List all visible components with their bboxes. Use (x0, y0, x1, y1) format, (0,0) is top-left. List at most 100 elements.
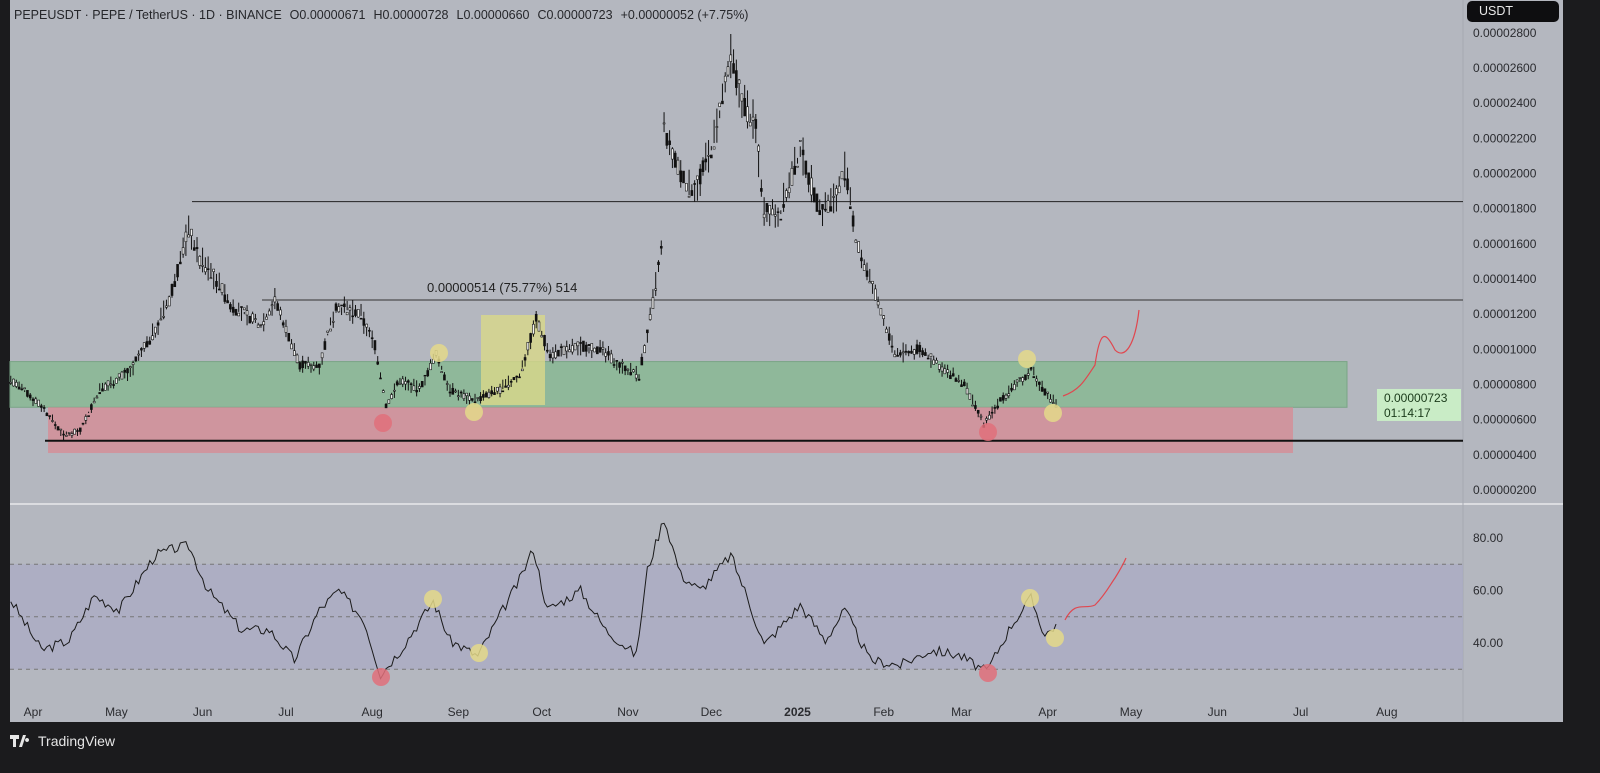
candle-body (323, 341, 327, 350)
candle-body (787, 187, 791, 194)
candle-body (612, 364, 616, 366)
price-tick-label: 0.00001800 (1473, 202, 1537, 216)
candle-body (751, 116, 755, 121)
rsi-projection-curve (1064, 557, 1127, 621)
candle-body (601, 346, 605, 350)
candle-body (254, 318, 257, 320)
candle-body (887, 333, 891, 341)
candle-body (632, 369, 635, 373)
candle-body (301, 360, 304, 369)
candle-body (65, 435, 68, 437)
candle-body (1018, 377, 1022, 379)
candle-body (865, 270, 869, 277)
price-tick-label: 0.00001200 (1473, 307, 1537, 321)
candle-body (381, 390, 385, 393)
candle-body (679, 170, 683, 183)
candle-body (501, 390, 505, 393)
yellow-marker (430, 344, 448, 362)
candle-body (826, 200, 830, 213)
candle-body (609, 353, 613, 364)
candle-body (876, 301, 880, 306)
candle-body (754, 119, 758, 129)
candle-body (376, 361, 380, 365)
candle-body (148, 340, 152, 345)
candle-body (509, 380, 513, 383)
candle-body (571, 345, 574, 353)
candle-body (270, 304, 274, 307)
candle-body (140, 348, 143, 351)
candle-body (409, 383, 413, 385)
candle-body (103, 383, 107, 391)
candle-body (309, 363, 313, 366)
candle-body (245, 310, 249, 316)
candle-body (965, 388, 969, 395)
candle-body (857, 241, 860, 253)
time-tick-label: Sep (448, 705, 470, 719)
candle-body (815, 193, 819, 212)
candle-body (81, 422, 85, 425)
candle-body (53, 424, 57, 426)
candle-body (120, 371, 124, 380)
candle-body (281, 322, 285, 326)
candle-body (932, 359, 936, 365)
brand-name: TradingView (38, 733, 116, 749)
rsi-tick-label: 40.00 (1473, 636, 1503, 650)
candle-body (326, 330, 329, 333)
price-tick-label: 0.00002800 (1473, 26, 1537, 40)
candle-body (443, 374, 446, 381)
candle-body (843, 178, 847, 181)
candle-body (217, 288, 221, 291)
candle-body (704, 158, 708, 163)
candle-body (851, 215, 855, 227)
candle-body (137, 353, 140, 356)
candle-body (276, 303, 279, 311)
candle-body (223, 294, 227, 302)
rsi-line (10, 522, 1057, 680)
candle-body (384, 403, 388, 409)
candle-body (295, 354, 299, 364)
candle-body (643, 345, 646, 354)
candle-body (470, 398, 474, 401)
candle-body (293, 350, 296, 356)
tradingview-logo[interactable]: TradingView (10, 733, 115, 749)
low-value: L0.00000660 (456, 8, 530, 22)
candle-body (179, 261, 182, 265)
candle-body (78, 427, 82, 432)
currency-button[interactable]: USDT (1467, 1, 1559, 22)
candle-body (165, 305, 168, 308)
candle-body (173, 281, 177, 288)
right-frame (1563, 0, 1600, 773)
candle-body (993, 407, 997, 409)
candle-body (279, 309, 282, 316)
candle-body (640, 356, 644, 366)
candle-body (240, 306, 243, 308)
candle-body (31, 398, 35, 401)
candle-body (159, 318, 163, 321)
candle-body (901, 351, 905, 354)
candle-body (801, 149, 805, 156)
candle-body (676, 159, 680, 175)
candle-body (615, 360, 619, 362)
candle-body (401, 378, 405, 385)
candle-body (195, 247, 199, 250)
candle-body (593, 347, 596, 353)
price-tick-label: 0.00002000 (1473, 166, 1537, 180)
candle-body (359, 317, 363, 320)
candle-body (985, 418, 988, 421)
candle-body (334, 303, 338, 311)
candle-body (362, 318, 366, 326)
candle-body (351, 315, 355, 318)
candle-body (418, 386, 421, 389)
candle-body (821, 204, 824, 210)
candle-body (134, 356, 138, 362)
candle-body (256, 324, 260, 328)
candle-body (607, 351, 610, 356)
candle-body (673, 152, 677, 168)
candle-body (573, 343, 577, 351)
time-tick-label: Dec (701, 705, 722, 719)
candle-body (15, 382, 18, 387)
candle-body (390, 394, 393, 399)
candle-body (793, 165, 797, 175)
candle-body (40, 405, 43, 408)
